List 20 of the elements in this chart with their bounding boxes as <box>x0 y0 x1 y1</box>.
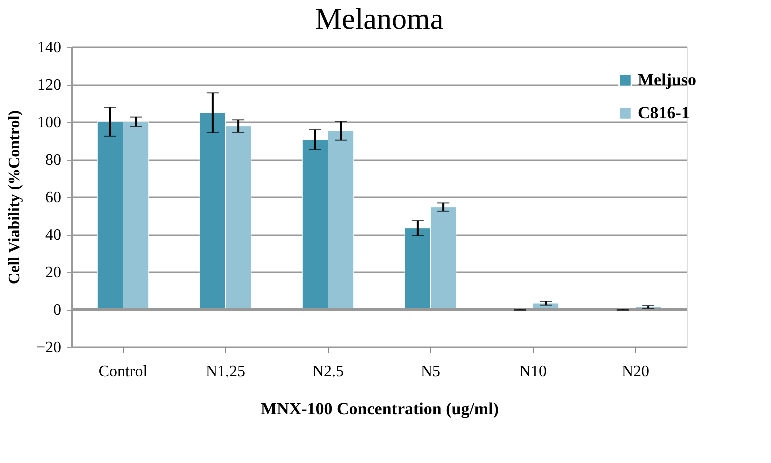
legend-label: C816-1 <box>638 104 690 122</box>
chart-title: Melanoma <box>315 3 444 36</box>
y-tick-label: 140 <box>38 40 62 56</box>
x-tick-label: N5 <box>420 364 441 380</box>
y-tick-label: 40 <box>46 227 62 244</box>
y-tick-label: 120 <box>38 77 62 94</box>
x-tick-label: Control <box>98 364 148 380</box>
y-tick-label: 100 <box>38 114 62 132</box>
y-tick-label: 0 <box>54 302 62 319</box>
y-tick-label: 20 <box>46 264 62 282</box>
y-tick-label: 60 <box>46 190 62 206</box>
y-axis-title: Cell Viability (%Control) <box>6 110 24 284</box>
x-tick-label: N20 <box>622 364 650 380</box>
y-tick-label: 80 <box>46 152 62 169</box>
x-tick-label: N1.25 <box>206 364 246 380</box>
x-tick-label: N2.5 <box>312 364 344 380</box>
legend-label: Meljuso <box>638 70 697 90</box>
x-tick-label: N10 <box>519 364 548 380</box>
x-axis-title: MNX-100 Concentration (ug/ml) <box>261 400 499 418</box>
y-tick-label: −20 <box>36 340 62 356</box>
